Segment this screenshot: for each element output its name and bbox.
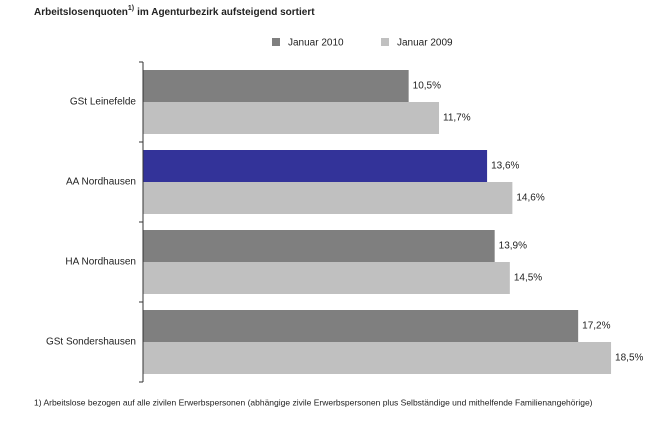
y-tick-label: GSt Sondershausen — [46, 337, 136, 348]
y-tick-label: HA Nordhausen — [65, 257, 136, 268]
legend-label: Januar 2009 — [397, 38, 453, 49]
bar — [143, 262, 510, 294]
value-label: 18,5% — [615, 353, 643, 364]
y-tick-label: GSt Leinefelde — [70, 97, 137, 108]
bar — [143, 150, 488, 182]
footnote: 1) Arbeitslose bezogen auf alle zivilen … — [34, 397, 593, 407]
value-label: 14,5% — [514, 273, 542, 284]
title-main: Arbeitslosenquoten — [34, 7, 128, 18]
bar — [143, 182, 513, 214]
value-label: 13,6% — [491, 161, 519, 172]
bar — [143, 102, 440, 134]
legend-label: Januar 2010 — [288, 38, 344, 49]
bar — [143, 70, 409, 102]
bar — [143, 310, 579, 342]
y-tick-label: AA Nordhausen — [66, 177, 136, 188]
chart-title: Arbeitslosenquoten1) im Agenturbezirk auf… — [34, 5, 315, 18]
value-label: 17,2% — [582, 321, 610, 332]
title-superscript: 1) — [128, 5, 134, 12]
bar — [143, 342, 612, 374]
value-label: 13,9% — [499, 241, 527, 252]
legend-swatch — [272, 38, 280, 46]
value-label: 11,7% — [443, 113, 471, 124]
bar — [143, 230, 495, 262]
legend-swatch — [381, 38, 389, 46]
value-label: 10,5% — [413, 81, 441, 92]
title-rest: im Agenturbezirk aufsteigend sortiert — [137, 7, 315, 18]
value-label: 14,6% — [516, 193, 544, 204]
